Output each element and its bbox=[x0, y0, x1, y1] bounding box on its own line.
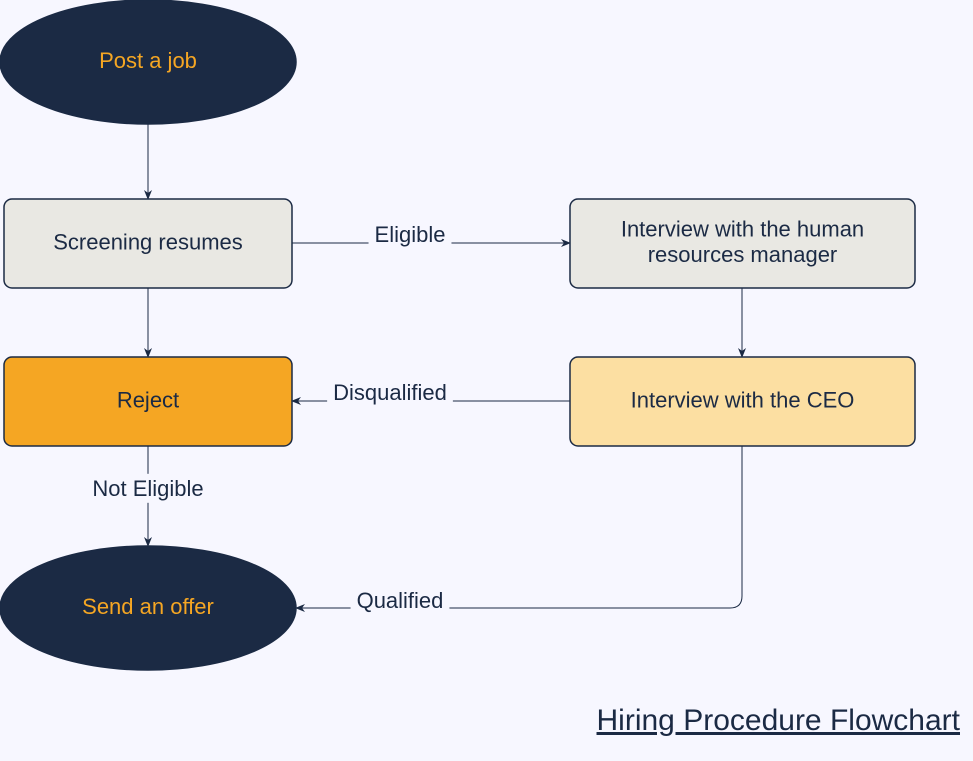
node-label-hr_interview: Interview with the humanresources manage… bbox=[621, 217, 864, 267]
node-label-ceo_interview: Interview with the CEO bbox=[631, 387, 855, 412]
node-ceo_interview: Interview with the CEO bbox=[570, 357, 915, 446]
edge-label-e_ceo_offer: Qualified bbox=[357, 588, 444, 613]
node-send_offer: Send an offer bbox=[0, 546, 296, 670]
edge-label-e_ceo_reject: Disqualified bbox=[333, 380, 447, 405]
edge-label-e_screen_hr: Eligible bbox=[375, 222, 446, 247]
node-label-screening: Screening resumes bbox=[53, 229, 243, 254]
edge-label-e_reject_offer: Not Eligible bbox=[92, 476, 203, 501]
node-screening: Screening resumes bbox=[4, 199, 292, 288]
node-post_job: Post a job bbox=[0, 0, 296, 124]
node-hr_interview: Interview with the humanresources manage… bbox=[570, 199, 915, 288]
diagram-title: Hiring Procedure Flowchart bbox=[597, 704, 961, 737]
node-reject: Reject bbox=[4, 357, 292, 446]
edge-e_ceo_offer bbox=[296, 446, 742, 608]
flowchart-canvas: Eligible Disqualified Not Eligible Qualifie… bbox=[0, 0, 973, 761]
node-label-reject: Reject bbox=[117, 387, 179, 412]
node-label-send_offer: Send an offer bbox=[82, 594, 214, 619]
node-label-post_job: Post a job bbox=[99, 48, 197, 73]
